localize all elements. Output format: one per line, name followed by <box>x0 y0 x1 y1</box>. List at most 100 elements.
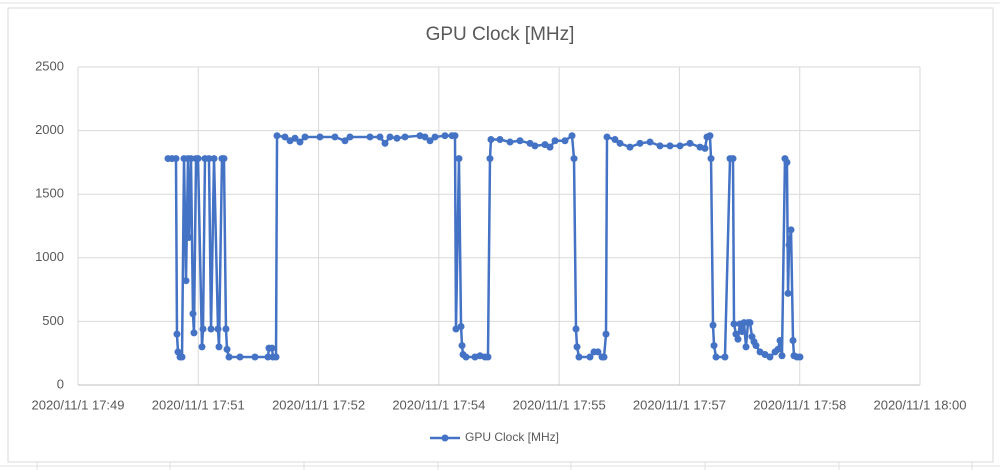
legend-label: GPU Clock [MHz] <box>465 430 559 444</box>
data-point <box>506 138 514 146</box>
data-point <box>222 325 230 333</box>
data-point <box>236 353 244 361</box>
data-point <box>742 343 750 351</box>
data-point <box>602 330 610 338</box>
data-point <box>215 343 223 351</box>
data-point <box>776 336 784 344</box>
data-point <box>426 137 434 145</box>
data-point <box>686 139 694 147</box>
data-point <box>496 136 504 144</box>
data-point <box>376 133 384 141</box>
data-point <box>738 328 746 336</box>
data-point <box>301 133 309 141</box>
legend-marker <box>441 434 449 442</box>
data-point <box>721 353 729 361</box>
data-point <box>709 321 717 329</box>
data-point <box>185 233 193 241</box>
data-point <box>189 310 197 318</box>
data-point <box>172 155 180 163</box>
data-point <box>268 344 276 352</box>
data-point <box>462 353 470 361</box>
data-point <box>568 132 576 140</box>
y-tick-label: 500 <box>42 313 64 328</box>
y-tick-label: 2500 <box>35 58 64 73</box>
data-point <box>401 133 409 141</box>
data-point <box>190 329 198 337</box>
data-point <box>626 143 634 151</box>
data-point <box>455 155 463 163</box>
data-point <box>594 348 602 356</box>
data-point <box>220 155 228 163</box>
chart-title: GPU Clock [MHz] <box>426 24 575 45</box>
data-point <box>796 353 804 361</box>
data-point <box>272 353 280 361</box>
data-point <box>752 342 760 350</box>
x-tick-label: 2020/11/1 17:49 <box>31 397 124 412</box>
data-point <box>586 353 594 361</box>
data-point <box>734 335 742 343</box>
data-point <box>281 133 289 141</box>
data-point <box>789 336 797 344</box>
data-point <box>451 132 459 140</box>
data-point <box>457 322 465 330</box>
y-tick-label: 1500 <box>35 186 64 201</box>
data-point <box>296 138 304 146</box>
data-point <box>205 155 213 163</box>
data-point <box>194 155 202 163</box>
data-point <box>646 138 654 146</box>
data-point <box>701 144 709 152</box>
data-point <box>225 353 233 361</box>
data-point <box>570 155 578 163</box>
data-point <box>210 155 218 163</box>
data-point <box>573 343 581 351</box>
chart-frame <box>7 7 994 463</box>
data-point <box>676 142 684 150</box>
data-point <box>551 137 559 145</box>
data-point <box>198 343 206 351</box>
data-point <box>784 289 792 297</box>
data-point <box>666 142 674 150</box>
data-point <box>710 342 718 350</box>
data-point <box>787 226 795 234</box>
data-point <box>636 139 644 147</box>
data-point <box>746 319 754 327</box>
data-point <box>706 132 714 140</box>
x-tick-label: 2020/11/1 17:51 <box>152 397 245 412</box>
data-point <box>199 325 207 333</box>
y-tick-label: 1000 <box>35 249 64 264</box>
data-point <box>707 155 715 163</box>
data-point <box>486 155 494 163</box>
data-point <box>223 345 231 353</box>
x-tick-label: 2020/11/1 17:52 <box>272 397 365 412</box>
data-point <box>187 155 195 163</box>
data-point <box>778 352 786 360</box>
data-point <box>316 133 324 141</box>
data-point <box>785 241 793 249</box>
data-point <box>441 132 449 140</box>
data-point <box>729 155 737 163</box>
data-point <box>251 353 259 361</box>
data-point <box>431 133 439 141</box>
data-point <box>516 137 524 145</box>
y-tick-label: 0 <box>57 376 64 391</box>
data-point <box>173 330 181 338</box>
data-point <box>531 142 539 150</box>
data-point <box>774 345 782 353</box>
data-point <box>341 137 349 145</box>
data-point <box>616 139 624 147</box>
x-tick-label: 2020/11/1 17:54 <box>392 397 485 412</box>
data-point <box>291 134 299 142</box>
x-tick-label: 2020/11/1 17:58 <box>753 397 846 412</box>
x-tick-label: 2020/11/1 17:57 <box>633 397 726 412</box>
data-point <box>366 133 374 141</box>
y-tick-label: 2000 <box>35 122 64 137</box>
data-point <box>546 143 554 151</box>
data-point <box>331 133 339 141</box>
data-point <box>458 342 466 350</box>
x-tick-label: 2020/11/1 18:00 <box>873 397 966 412</box>
data-point <box>603 133 611 141</box>
data-point <box>264 353 272 361</box>
data-point <box>421 133 429 141</box>
